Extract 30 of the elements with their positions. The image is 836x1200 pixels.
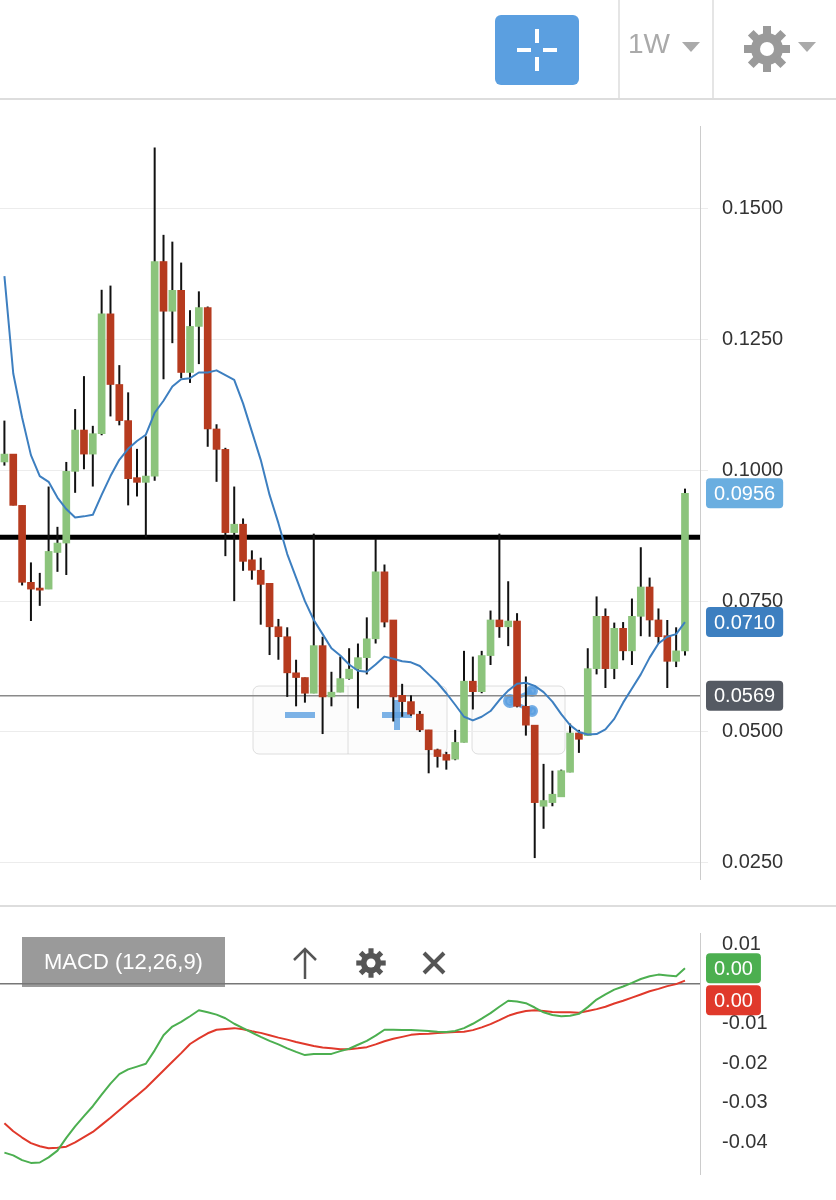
candlestick [469,655,477,711]
candlestick [539,762,548,830]
candlestick [212,423,221,483]
y-tick-label: 0.0250 [722,850,784,873]
y-tick-label: -0.02 [722,1050,768,1073]
y-tick-label: -0.01 [722,1010,768,1033]
data-label: 0.00 [714,956,753,979]
y-tick-label: -0.04 [722,1129,768,1152]
data-label: 0.0710 [714,610,776,633]
y-tick-label: 0.1500 [722,196,784,219]
candlestick [504,580,513,648]
y-tick-label: 0.1000 [722,457,784,480]
candlestick [142,435,150,539]
y-tick-label: -0.03 [722,1090,768,1113]
candlestick [230,485,239,603]
candlestick [53,525,62,573]
candlestick [672,626,680,669]
ref-line-label: 0.0569 [714,684,776,707]
text: MACD (12,26,9) [22,937,225,987]
candlestick [619,621,627,662]
candlestick [575,728,583,754]
text: 0.0956 [714,481,776,504]
y-tick-label: 0.0500 [722,719,784,742]
y-tick-label: 0.01 [722,931,761,954]
y-tick-label: 0.0750 [722,588,784,611]
y-tick-label: 0.1250 [722,327,784,350]
chart-subtitle: 1W [628,28,670,60]
data-label: 0.00 [714,988,753,1011]
candlestick [168,240,177,345]
candlestick [415,710,424,733]
